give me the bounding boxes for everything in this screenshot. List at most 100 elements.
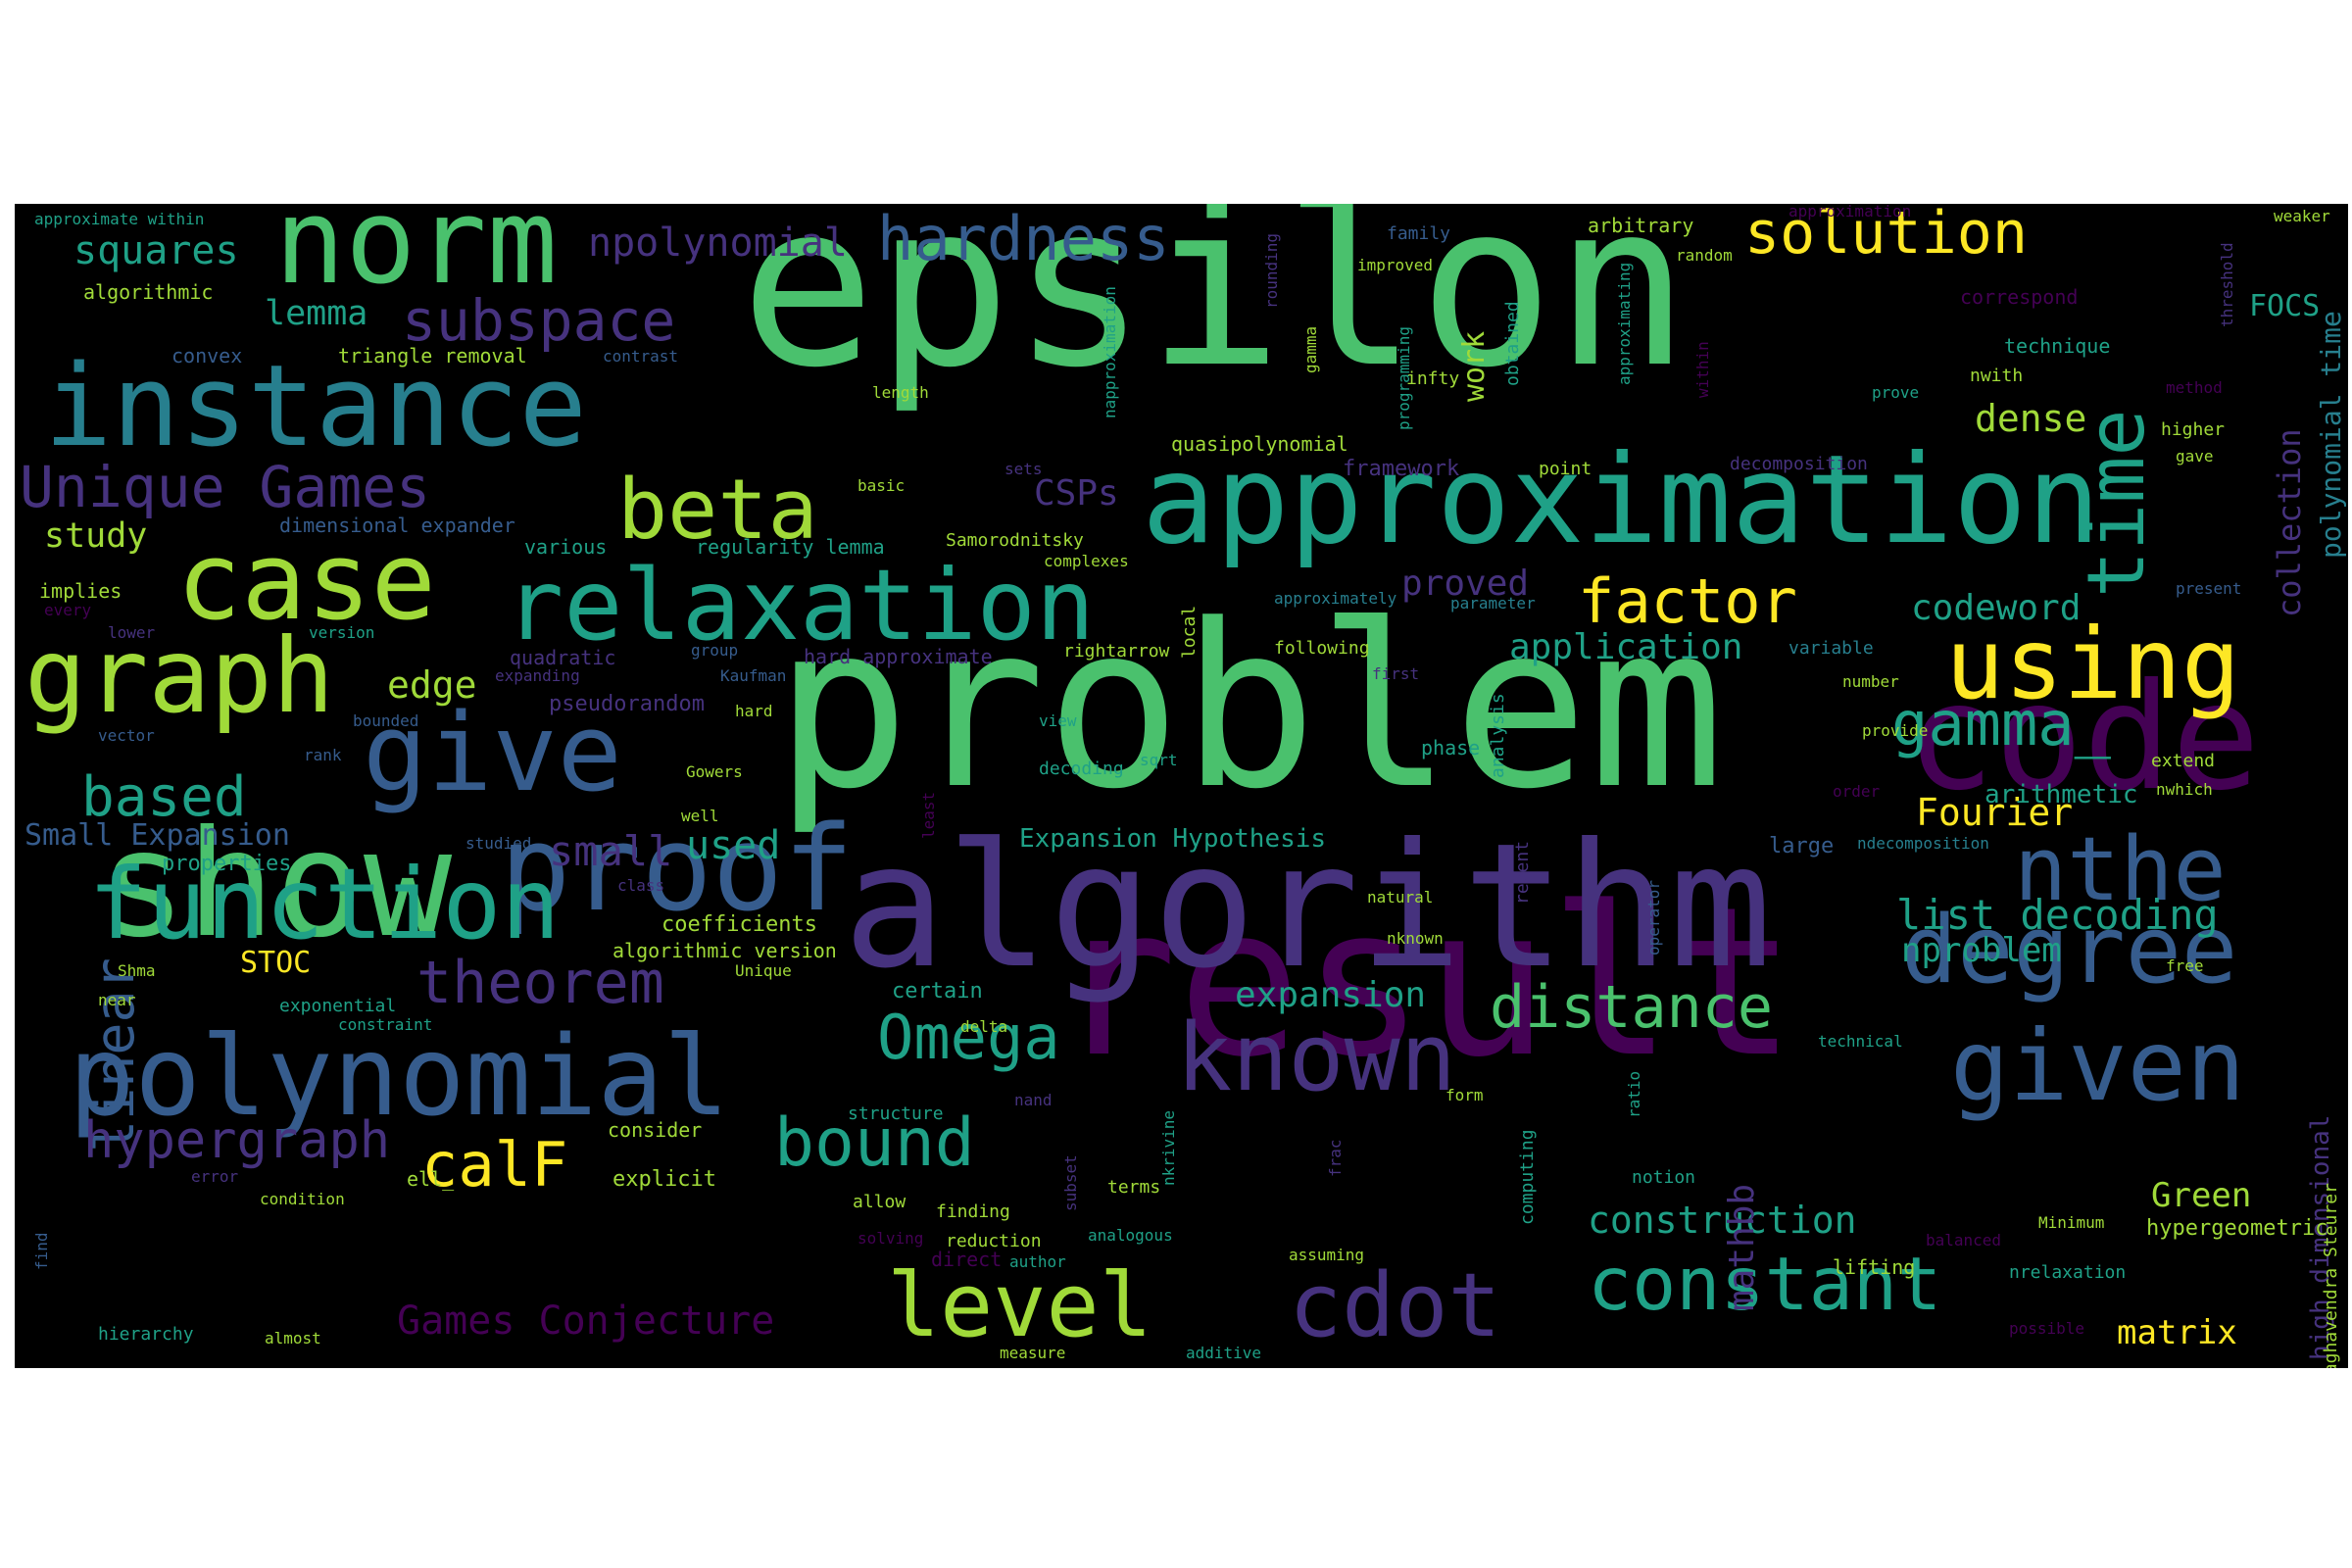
- word-infty: infty: [1406, 368, 1460, 389]
- word-expansion: expansion: [1235, 975, 1427, 1015]
- word-hardness: hardness: [877, 204, 1170, 274]
- word-coefficients: coefficients: [662, 912, 817, 937]
- word-rank: rank: [304, 746, 342, 764]
- word-computing: computing: [1517, 1129, 1538, 1226]
- word-fourier: Fourier: [1916, 791, 2074, 834]
- word-degree: degree: [1901, 897, 2238, 1004]
- word-small: small: [549, 827, 673, 875]
- word-matrix: matrix: [2117, 1313, 2237, 1352]
- word-natural: natural: [1367, 888, 1434, 906]
- word-mathbb: mathbb: [1722, 1183, 1762, 1311]
- word-approximation: approximation: [1142, 429, 2101, 571]
- word-npolynomial: npolynomial: [588, 220, 848, 266]
- word-sqrt: sqrt: [1140, 751, 1178, 769]
- word-analogous: analogous: [1088, 1226, 1173, 1245]
- word-known: known: [1176, 1004, 1456, 1112]
- word-approximate-within: approximate within: [34, 210, 205, 228]
- word-ratio: ratio: [1625, 1070, 1643, 1118]
- word-using: using: [1945, 607, 2241, 721]
- word-gowers: Gowers: [686, 762, 743, 781]
- word-measure: measure: [1000, 1344, 1066, 1362]
- word-focs: FOCS: [2249, 289, 2321, 323]
- word-direct: direct: [931, 1248, 1003, 1271]
- word-algorithmic: algorithmic: [83, 280, 214, 304]
- word-approximating: approximating: [1615, 262, 1634, 385]
- word-problem: problem: [774, 577, 1725, 839]
- word-epsilon: epsilon: [740, 204, 1690, 417]
- word-version: version: [309, 623, 375, 642]
- word-first: first: [1372, 664, 1420, 683]
- word-variable: variable: [1788, 638, 1874, 659]
- word-pseudorandom: pseudorandom: [549, 692, 705, 716]
- word-terms: terms: [1107, 1177, 1161, 1198]
- word-group: group: [691, 641, 739, 660]
- word-application: application: [1509, 627, 1743, 667]
- word-rightarrow: rightarrow: [1063, 641, 1170, 662]
- word-polynomial-time: polynomial time: [2315, 311, 2347, 559]
- word-notion: notion: [1632, 1167, 1696, 1188]
- word-games-conjecture: Games Conjecture: [397, 1298, 775, 1344]
- word-triangle-removal: triangle removal: [338, 344, 527, 368]
- word-phase: phase: [1421, 736, 1481, 760]
- word-subspace: subspace: [402, 287, 676, 354]
- word-rounding: rounding: [1262, 232, 1281, 309]
- word-gamma: gamma_: [1891, 688, 2111, 760]
- word-higher: higher: [2161, 419, 2226, 440]
- word-following: following: [1274, 638, 1370, 659]
- word-list-decoding: list decoding: [1896, 891, 2219, 939]
- word-ell: ell_: [407, 1167, 455, 1191]
- word-arbitrary: arbitrary: [1588, 214, 1694, 237]
- word-nproblem: nproblem: [1901, 931, 2062, 970]
- word-used: used: [686, 823, 781, 868]
- word-analysis: analysis: [1488, 693, 1508, 779]
- word-arithmetic: arithmetic: [1984, 780, 2138, 809]
- word-consider: consider: [608, 1118, 703, 1142]
- word-random: random: [1676, 246, 1733, 265]
- word-finding: finding: [936, 1201, 1010, 1222]
- word-constraint: constraint: [338, 1015, 433, 1034]
- word-bounded: bounded: [353, 711, 419, 730]
- word-proof: proof: [500, 802, 855, 938]
- word-given: given: [1950, 1008, 2246, 1123]
- word-factor: factor: [1578, 565, 1797, 637]
- word-unique: Unique: [735, 961, 792, 980]
- word-hard: hard: [735, 702, 773, 720]
- word-kaufman: Kaufman: [720, 666, 787, 685]
- word-hard-approximate: hard approximate: [804, 645, 993, 668]
- word-studied: studied: [466, 834, 532, 853]
- word-level: level: [887, 1254, 1152, 1357]
- word-result: result: [1054, 862, 1797, 1102]
- word-approximation: approximation: [1788, 204, 1912, 220]
- word-hierarchy: hierarchy: [98, 1324, 194, 1345]
- word-nkrivine: nkrivine: [1159, 1109, 1178, 1186]
- word-balanced: balanced: [1926, 1231, 2002, 1250]
- word-gamma: gamma: [1301, 325, 1320, 373]
- word-implies: implies: [39, 579, 122, 603]
- word-author: author: [1009, 1252, 1066, 1271]
- word-quadratic: quadratic: [510, 646, 616, 669]
- word-free: free: [2166, 956, 2204, 975]
- word-small-expansion: Small Expansion: [24, 818, 290, 853]
- word-almost: almost: [265, 1329, 321, 1348]
- word-weaker: weaker: [2274, 207, 2330, 225]
- word-nwith: nwith: [1970, 366, 2024, 386]
- word-order: order: [1833, 782, 1881, 801]
- word-improved: improved: [1357, 256, 1434, 274]
- word-norm: norm: [274, 204, 558, 311]
- word-calf: calF: [421, 1129, 568, 1200]
- word-expansion-hypothesis: Expansion Hypothesis: [1019, 824, 1327, 854]
- word-graph: graph: [24, 616, 335, 736]
- word-samorodnitsky: Samorodnitsky: [946, 530, 1084, 551]
- word-nrelaxation: nrelaxation: [2009, 1262, 2127, 1283]
- word-dense: dense: [1975, 397, 2087, 440]
- word-cdot: cdot: [1289, 1254, 1501, 1357]
- word-hypergraph: hypergraph: [83, 1111, 391, 1170]
- word-code: code: [1906, 653, 2261, 823]
- word-complexes: complexes: [1044, 552, 1129, 570]
- word-cloud: epsilon problem result algorithm approximati…: [15, 204, 2348, 1368]
- word-parameter: parameter: [1450, 594, 1536, 612]
- word-obtained: obtained: [1502, 301, 1523, 387]
- word-delta: delta: [960, 1017, 1008, 1036]
- word-expanding: expanding: [495, 666, 580, 685]
- word-operator: operator: [1644, 879, 1663, 956]
